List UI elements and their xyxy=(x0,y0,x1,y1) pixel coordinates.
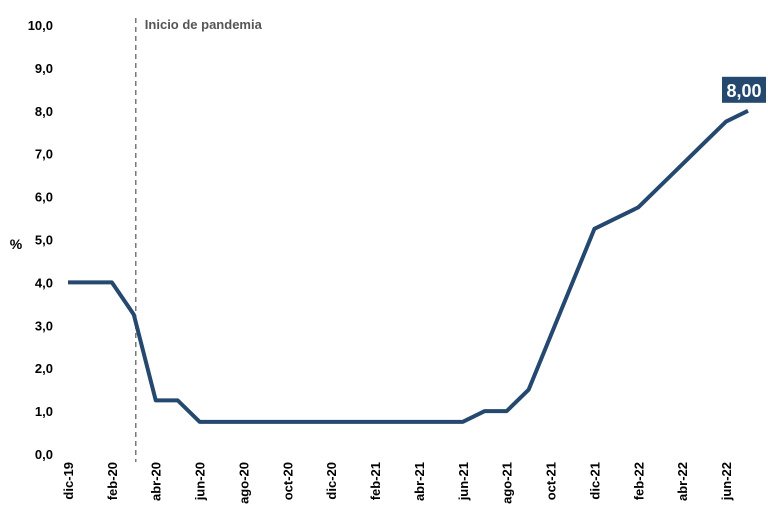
x-tick-label: dic-21 xyxy=(587,462,602,500)
x-tick-label: dic-19 xyxy=(61,462,76,500)
x-tick-label: oct-21 xyxy=(544,462,559,500)
pandemic-start-label: Inicio de pandemia xyxy=(145,17,263,32)
x-axis-ticks: dic-19 feb-20 abr-20 jun-20 ago-20 oct-20 dic-… xyxy=(61,462,734,504)
y-axis-ticks: 0,0 1,0 2,0 3,0 4,0 5,0 6,0 7,0 8,0 9,0 10,0 xyxy=(28,18,53,462)
x-tick-label: abr-22 xyxy=(675,462,690,501)
y-tick-label: 1,0 xyxy=(35,404,53,419)
x-tick-label: feb-20 xyxy=(105,462,120,500)
y-tick-label: 8,0 xyxy=(35,104,53,119)
x-tick-label: ago-21 xyxy=(500,462,515,504)
end-value-label-group: 8,00 xyxy=(722,76,766,103)
end-value-label: 8,00 xyxy=(726,81,761,101)
x-tick-label: abr-21 xyxy=(412,462,427,501)
y-tick-label: 5,0 xyxy=(35,233,53,248)
y-tick-label: 0,0 xyxy=(35,447,53,462)
y-axis-label: % xyxy=(10,236,23,252)
x-tick-label: ago-20 xyxy=(236,462,251,504)
y-tick-label: 10,0 xyxy=(28,18,53,33)
series-line xyxy=(68,109,749,424)
x-tick-label: abr-20 xyxy=(149,462,164,501)
y-tick-label: 2,0 xyxy=(35,361,53,376)
x-tick-label: feb-22 xyxy=(631,462,646,500)
x-tick-label: jun-22 xyxy=(719,462,734,501)
y-tick-label: 9,0 xyxy=(35,61,53,76)
y-tick-label: 7,0 xyxy=(35,147,53,162)
y-tick-label: 6,0 xyxy=(35,190,53,205)
y-tick-label: 3,0 xyxy=(35,318,53,333)
x-tick-label: jun-21 xyxy=(456,462,471,501)
series-group xyxy=(68,109,749,424)
x-tick-label: jun-20 xyxy=(193,462,208,501)
x-tick-label: feb-21 xyxy=(368,462,383,500)
y-tick-label: 4,0 xyxy=(35,275,53,290)
x-tick-label: dic-20 xyxy=(324,462,339,500)
end-value-label-background xyxy=(722,76,766,103)
x-tick-label: oct-20 xyxy=(280,462,295,500)
